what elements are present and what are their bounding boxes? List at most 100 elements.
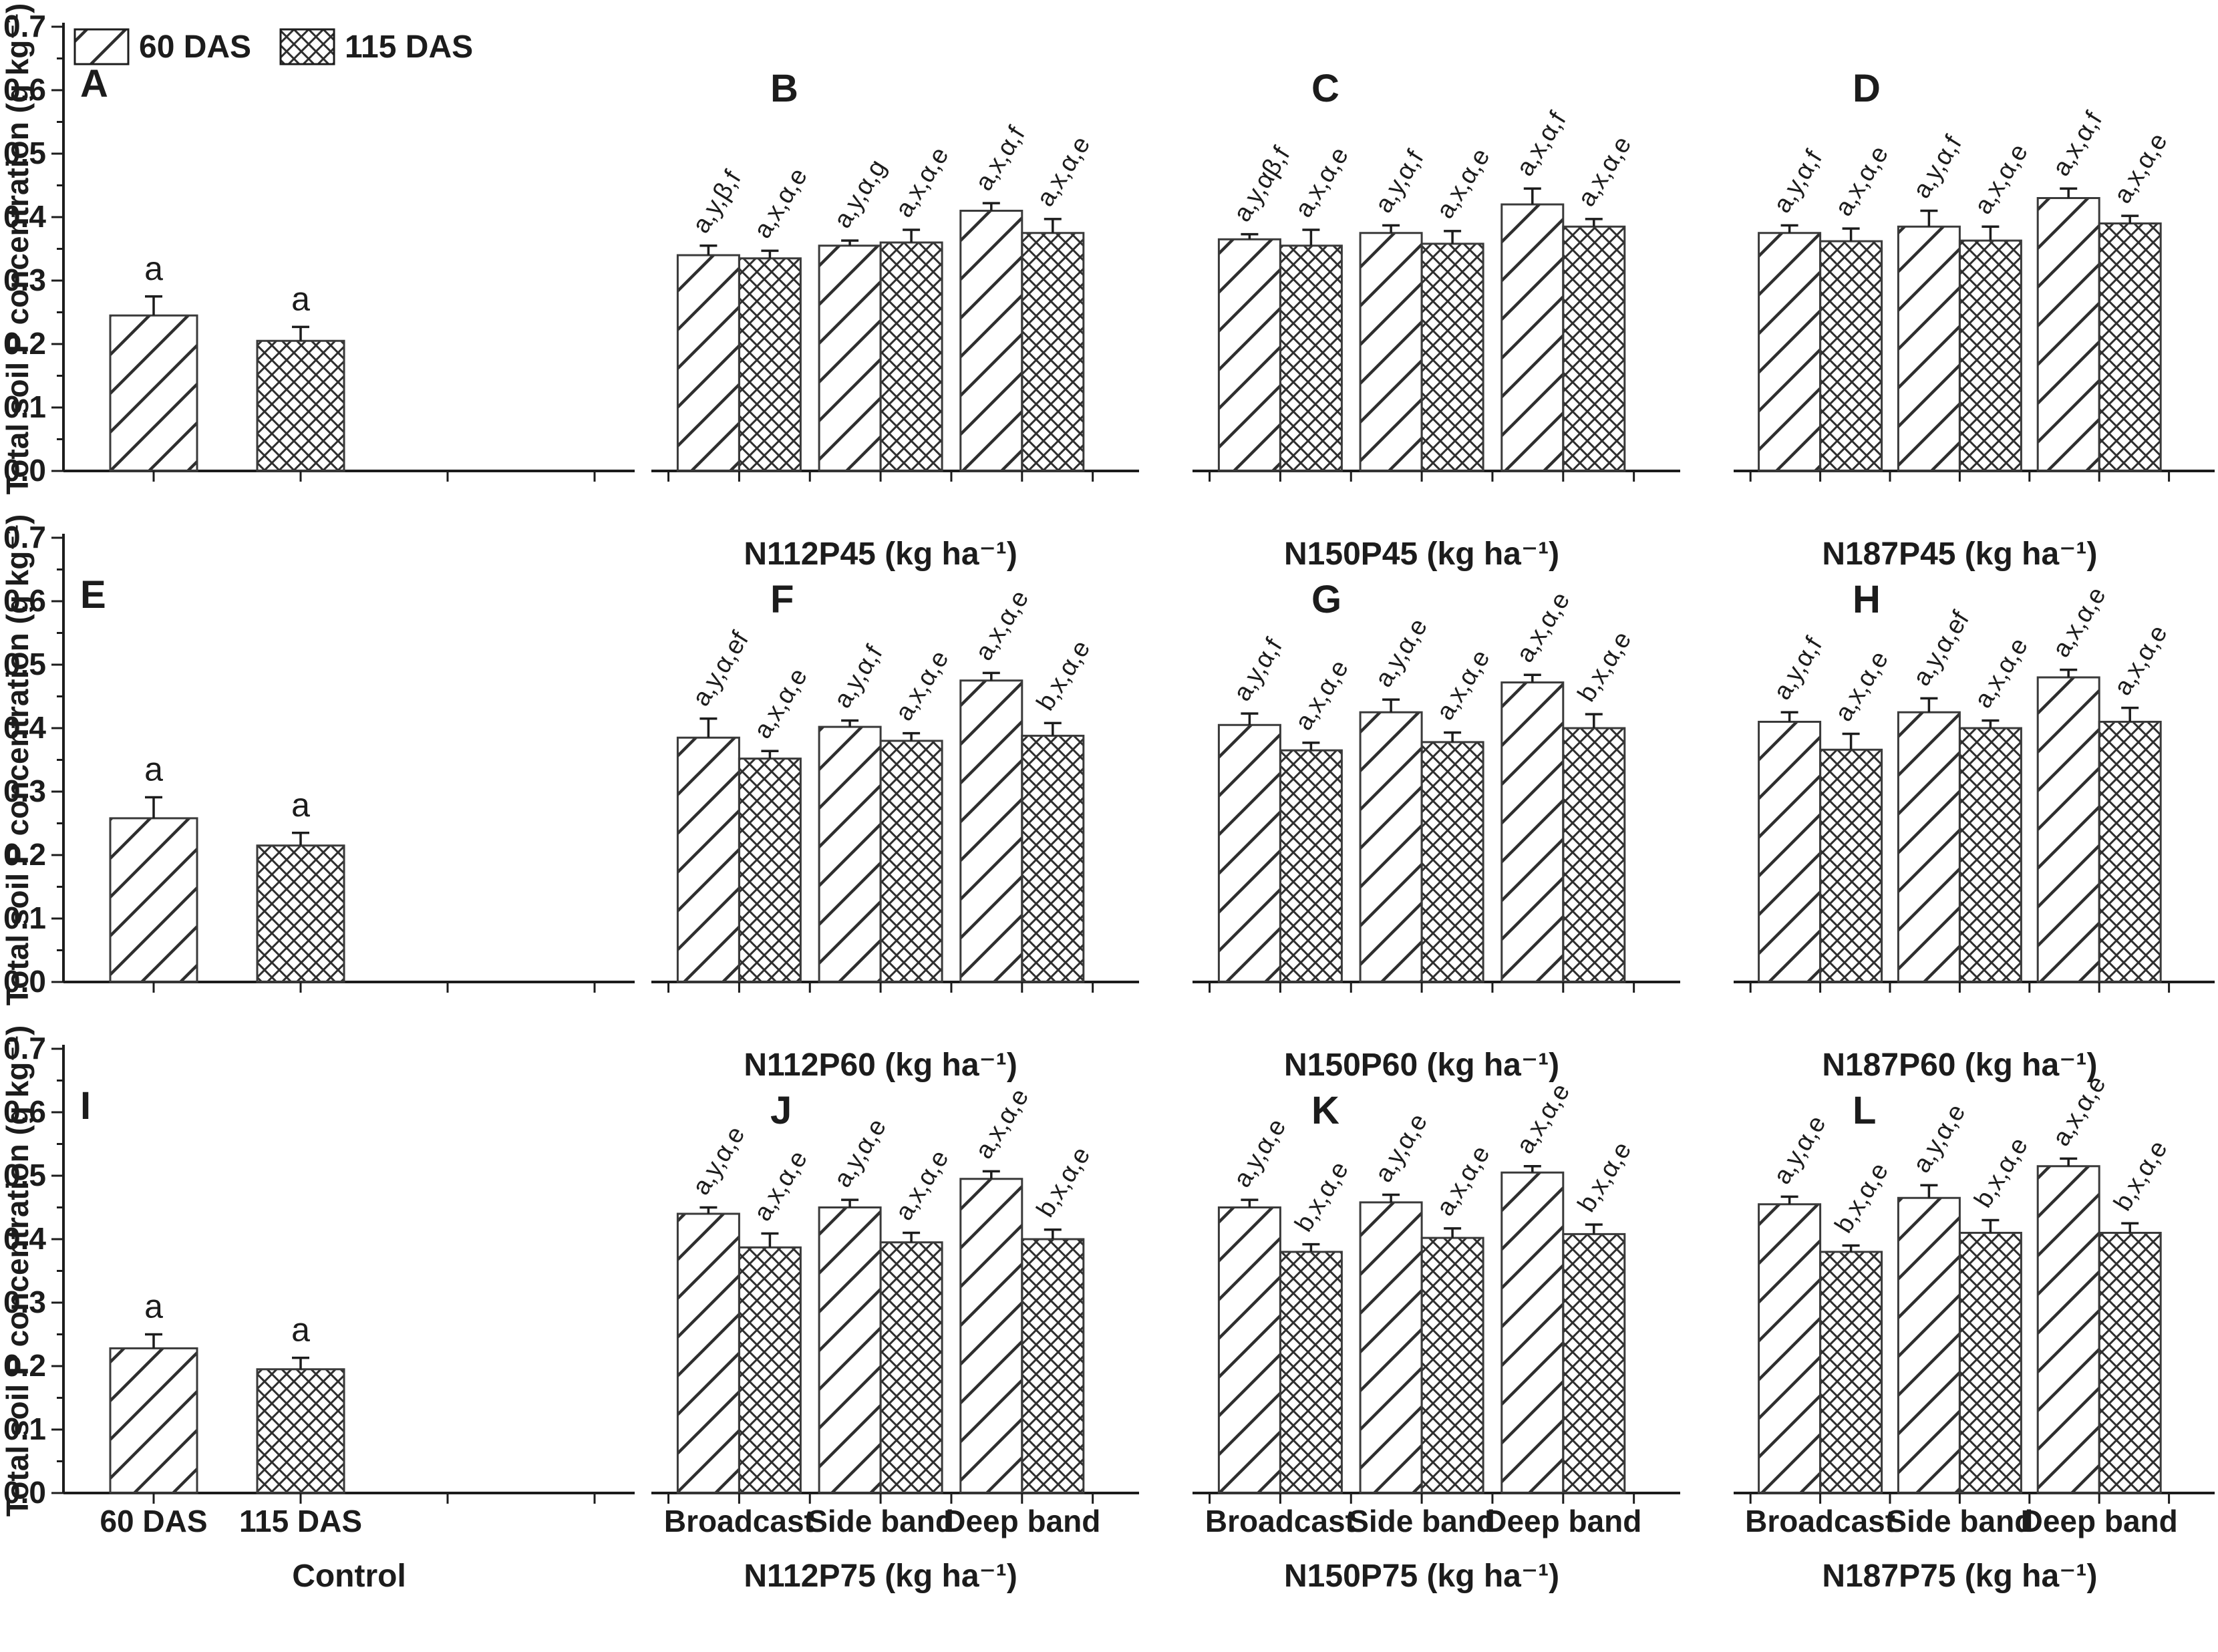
stat-letters: a,x,α,e [1032, 132, 1096, 212]
panel-letter: B [770, 67, 798, 110]
bar-60das [818, 244, 882, 472]
bar-115das [1021, 232, 1085, 472]
y-tick-label: 0.0 [3, 1475, 46, 1510]
stat-letters: a,y,α,ef [687, 627, 754, 711]
stat-letters: a [144, 751, 163, 788]
error-bar [1444, 731, 1462, 742]
bar-60das [1897, 225, 1961, 472]
error-bar [292, 832, 309, 846]
bar-115das [738, 257, 802, 472]
error-bar [1044, 721, 1062, 736]
stat-letters: a,y,αβ,f [1228, 142, 1295, 226]
bar-60das [1897, 711, 1961, 983]
y-tick-label: 0.4 [3, 710, 46, 745]
bar-115das [1279, 1251, 1343, 1494]
bar-60das [2036, 197, 2100, 472]
panel-letter: I [80, 1084, 91, 1128]
bar-60das [1500, 203, 1565, 472]
stat-letters: a,x,α,e [1289, 655, 1354, 735]
stat-letters: b,x,α,e [1969, 1133, 2034, 1213]
bar-115das [1819, 1251, 1883, 1494]
bar-60das [109, 817, 198, 983]
bar-115das [879, 1241, 943, 1494]
stat-letters: a [144, 1288, 163, 1325]
bar-115das [1819, 240, 1883, 472]
panel-letter: D [1853, 67, 1881, 110]
error-bar [1982, 225, 2000, 241]
stat-letters: a,y,α,f [1228, 633, 1288, 706]
panel-H: Ha,y,α,f a,x,α,e a,y,α,efa,x,α,ea,x,α,ea,x… [1734, 578, 2215, 1083]
y-tick-label: 0.3 [3, 263, 46, 297]
bar-115das [1958, 239, 2022, 472]
stat-letters: b,x,α,e [1289, 1157, 1354, 1237]
stat-letters: a,x,α,e [970, 1084, 1035, 1164]
bar-60das [959, 210, 1023, 472]
stat-letters: a,x,α,e [890, 646, 955, 726]
error-bar [2121, 706, 2139, 722]
bar-60das [1359, 1201, 1423, 1494]
error-bar [1982, 1218, 2000, 1233]
bar-60das [1758, 1203, 1822, 1494]
bar-60das [1758, 721, 1822, 983]
error-bar [761, 750, 779, 759]
bar-115das [738, 1246, 802, 1494]
error-bar [699, 244, 718, 255]
bar-60das [2036, 1165, 2100, 1494]
bar-60das [676, 254, 740, 472]
error-bar [1780, 224, 1798, 233]
y-tick-label: 0.2 [3, 1348, 46, 1383]
panel-letter: H [1853, 578, 1881, 621]
bar-115das [256, 339, 345, 472]
y-tick-label: 0.7 [3, 9, 46, 43]
bar-115das [1562, 727, 1626, 983]
bar-60das [676, 1212, 740, 1494]
stat-letters: a,x,α,e [2108, 621, 2173, 701]
x-tick-label: Broadcast [1205, 1504, 1356, 1538]
stat-letters: a,x,α,e [1830, 647, 1895, 727]
error-bar [903, 731, 921, 741]
bar-115das [1021, 734, 1085, 983]
error-bar [2060, 1157, 2078, 1166]
bar-115das [256, 1368, 345, 1494]
error-bar [761, 1232, 779, 1248]
stat-letters: a,y,α,f [1370, 145, 1430, 218]
x-tick-label: Broadcast [664, 1504, 814, 1538]
bar-115das [2098, 721, 2162, 983]
error-bar [903, 1231, 921, 1243]
error-bar [841, 239, 859, 246]
y-tick-label: 0.6 [3, 583, 46, 618]
legend: 60 DAS 115 DAS [73, 28, 473, 65]
x-tick-label: Broadcast [1745, 1504, 1895, 1538]
error-bar [1780, 711, 1798, 722]
error-bar [1241, 232, 1259, 240]
error-bar [1982, 719, 2000, 728]
stat-letters: a [144, 250, 163, 287]
stat-letters: a,x,α,e [970, 585, 1035, 665]
y-tick-label: 0.1 [3, 389, 46, 424]
error-bar [1302, 1243, 1320, 1252]
error-bar [1302, 741, 1320, 751]
error-bar [1382, 1193, 1400, 1202]
bar-115das [1021, 1238, 1085, 1494]
stat-letters: a,x,α,e [1431, 1141, 1496, 1221]
panel-A: Aa a [63, 62, 635, 482]
panel-B: Ba,y,β,f a,x,α,e a,y,α,ga,x,α,e a,x,α,f a,x,… [651, 67, 1139, 572]
bar-60das [1500, 681, 1565, 983]
panel-letter: A [80, 62, 108, 106]
stat-letters: a,x,α,e [2047, 583, 2112, 663]
bar-60das [1217, 723, 1281, 983]
bar-60das [1500, 1171, 1565, 1494]
stat-letters: a,x,α,e [1431, 645, 1496, 725]
bar-60das [1217, 1206, 1281, 1494]
bar-60das [1359, 232, 1423, 472]
stat-letters: a,y,α,f [828, 641, 889, 713]
stat-letters: a,x,α,e [1573, 132, 1637, 212]
error-bar [1444, 230, 1462, 244]
y-tick-label: 0.5 [3, 1158, 46, 1192]
stat-letters: a,y,α,e [1370, 1109, 1433, 1187]
stat-letters: a,y,α,e [1370, 614, 1433, 692]
group-label: N112P75 (kg ha⁻¹) [744, 1558, 1017, 1594]
bar-60das [2036, 676, 2100, 983]
error-bar [982, 202, 1000, 211]
